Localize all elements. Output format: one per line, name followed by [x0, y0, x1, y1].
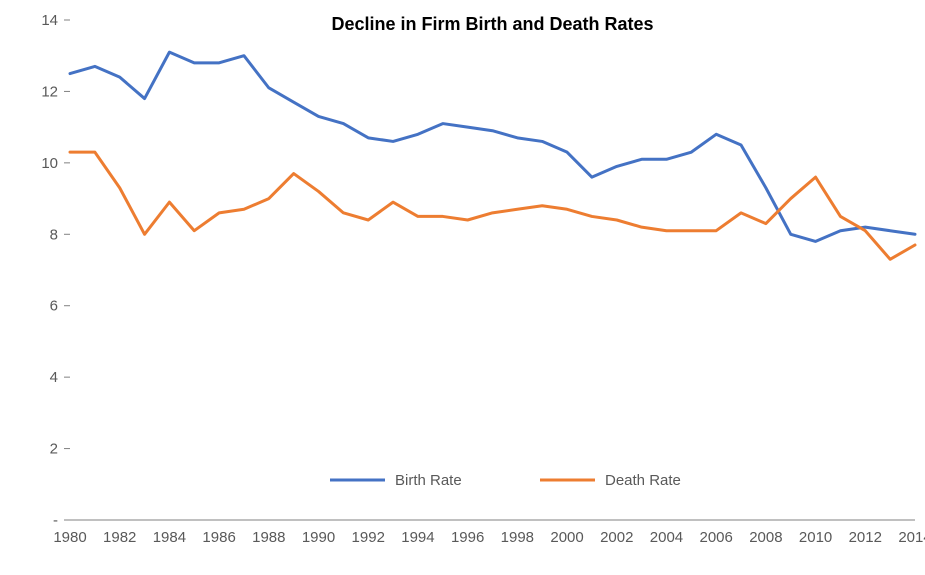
x-tick-label: 1984: [153, 529, 186, 546]
x-tick-label: 2014: [898, 529, 925, 546]
x-tick-label: 2012: [849, 529, 882, 546]
x-tick-label: 1990: [302, 529, 335, 546]
y-tick-label: 14: [41, 12, 58, 29]
x-tick-label: 2010: [799, 529, 832, 546]
x-tick-label: 1998: [501, 529, 534, 546]
x-tick-label: 2006: [699, 529, 732, 546]
y-tick-label: 6: [50, 298, 58, 315]
y-tick-label: 8: [50, 226, 58, 243]
x-tick-label: 1988: [252, 529, 285, 546]
x-tick-label: 1992: [352, 529, 385, 546]
x-tick-label: 2004: [650, 529, 683, 546]
chart-container: - 2 4 6 8 10 12 14 1980 1982 1984 1986 1988 1990 1992 1…: [0, 0, 925, 575]
y-tick-label: 4: [50, 369, 58, 386]
line-chart: - 2 4 6 8 10 12 14 1980 1982 1984 1986 1988 1990 1992 1…: [0, 0, 925, 575]
x-tick-label: 2008: [749, 529, 782, 546]
y-tick-label: 2: [50, 441, 58, 458]
y-tick-label: 10: [41, 155, 58, 172]
chart-bg: [0, 0, 925, 575]
x-tick-label: 1980: [53, 529, 86, 546]
legend-label: Death Rate: [605, 472, 681, 489]
y-tick-label: 12: [41, 83, 58, 100]
legend-label: Birth Rate: [395, 472, 462, 489]
x-tick-label: 2002: [600, 529, 633, 546]
x-tick-label: 1986: [202, 529, 235, 546]
x-tick-label: 1996: [451, 529, 484, 546]
y-tick-label: -: [53, 512, 58, 529]
x-tick-label: 1982: [103, 529, 136, 546]
x-tick-label: 2000: [550, 529, 583, 546]
x-tick-label: 1994: [401, 529, 434, 546]
chart-title: Decline in Firm Birth and Death Rates: [331, 14, 653, 34]
